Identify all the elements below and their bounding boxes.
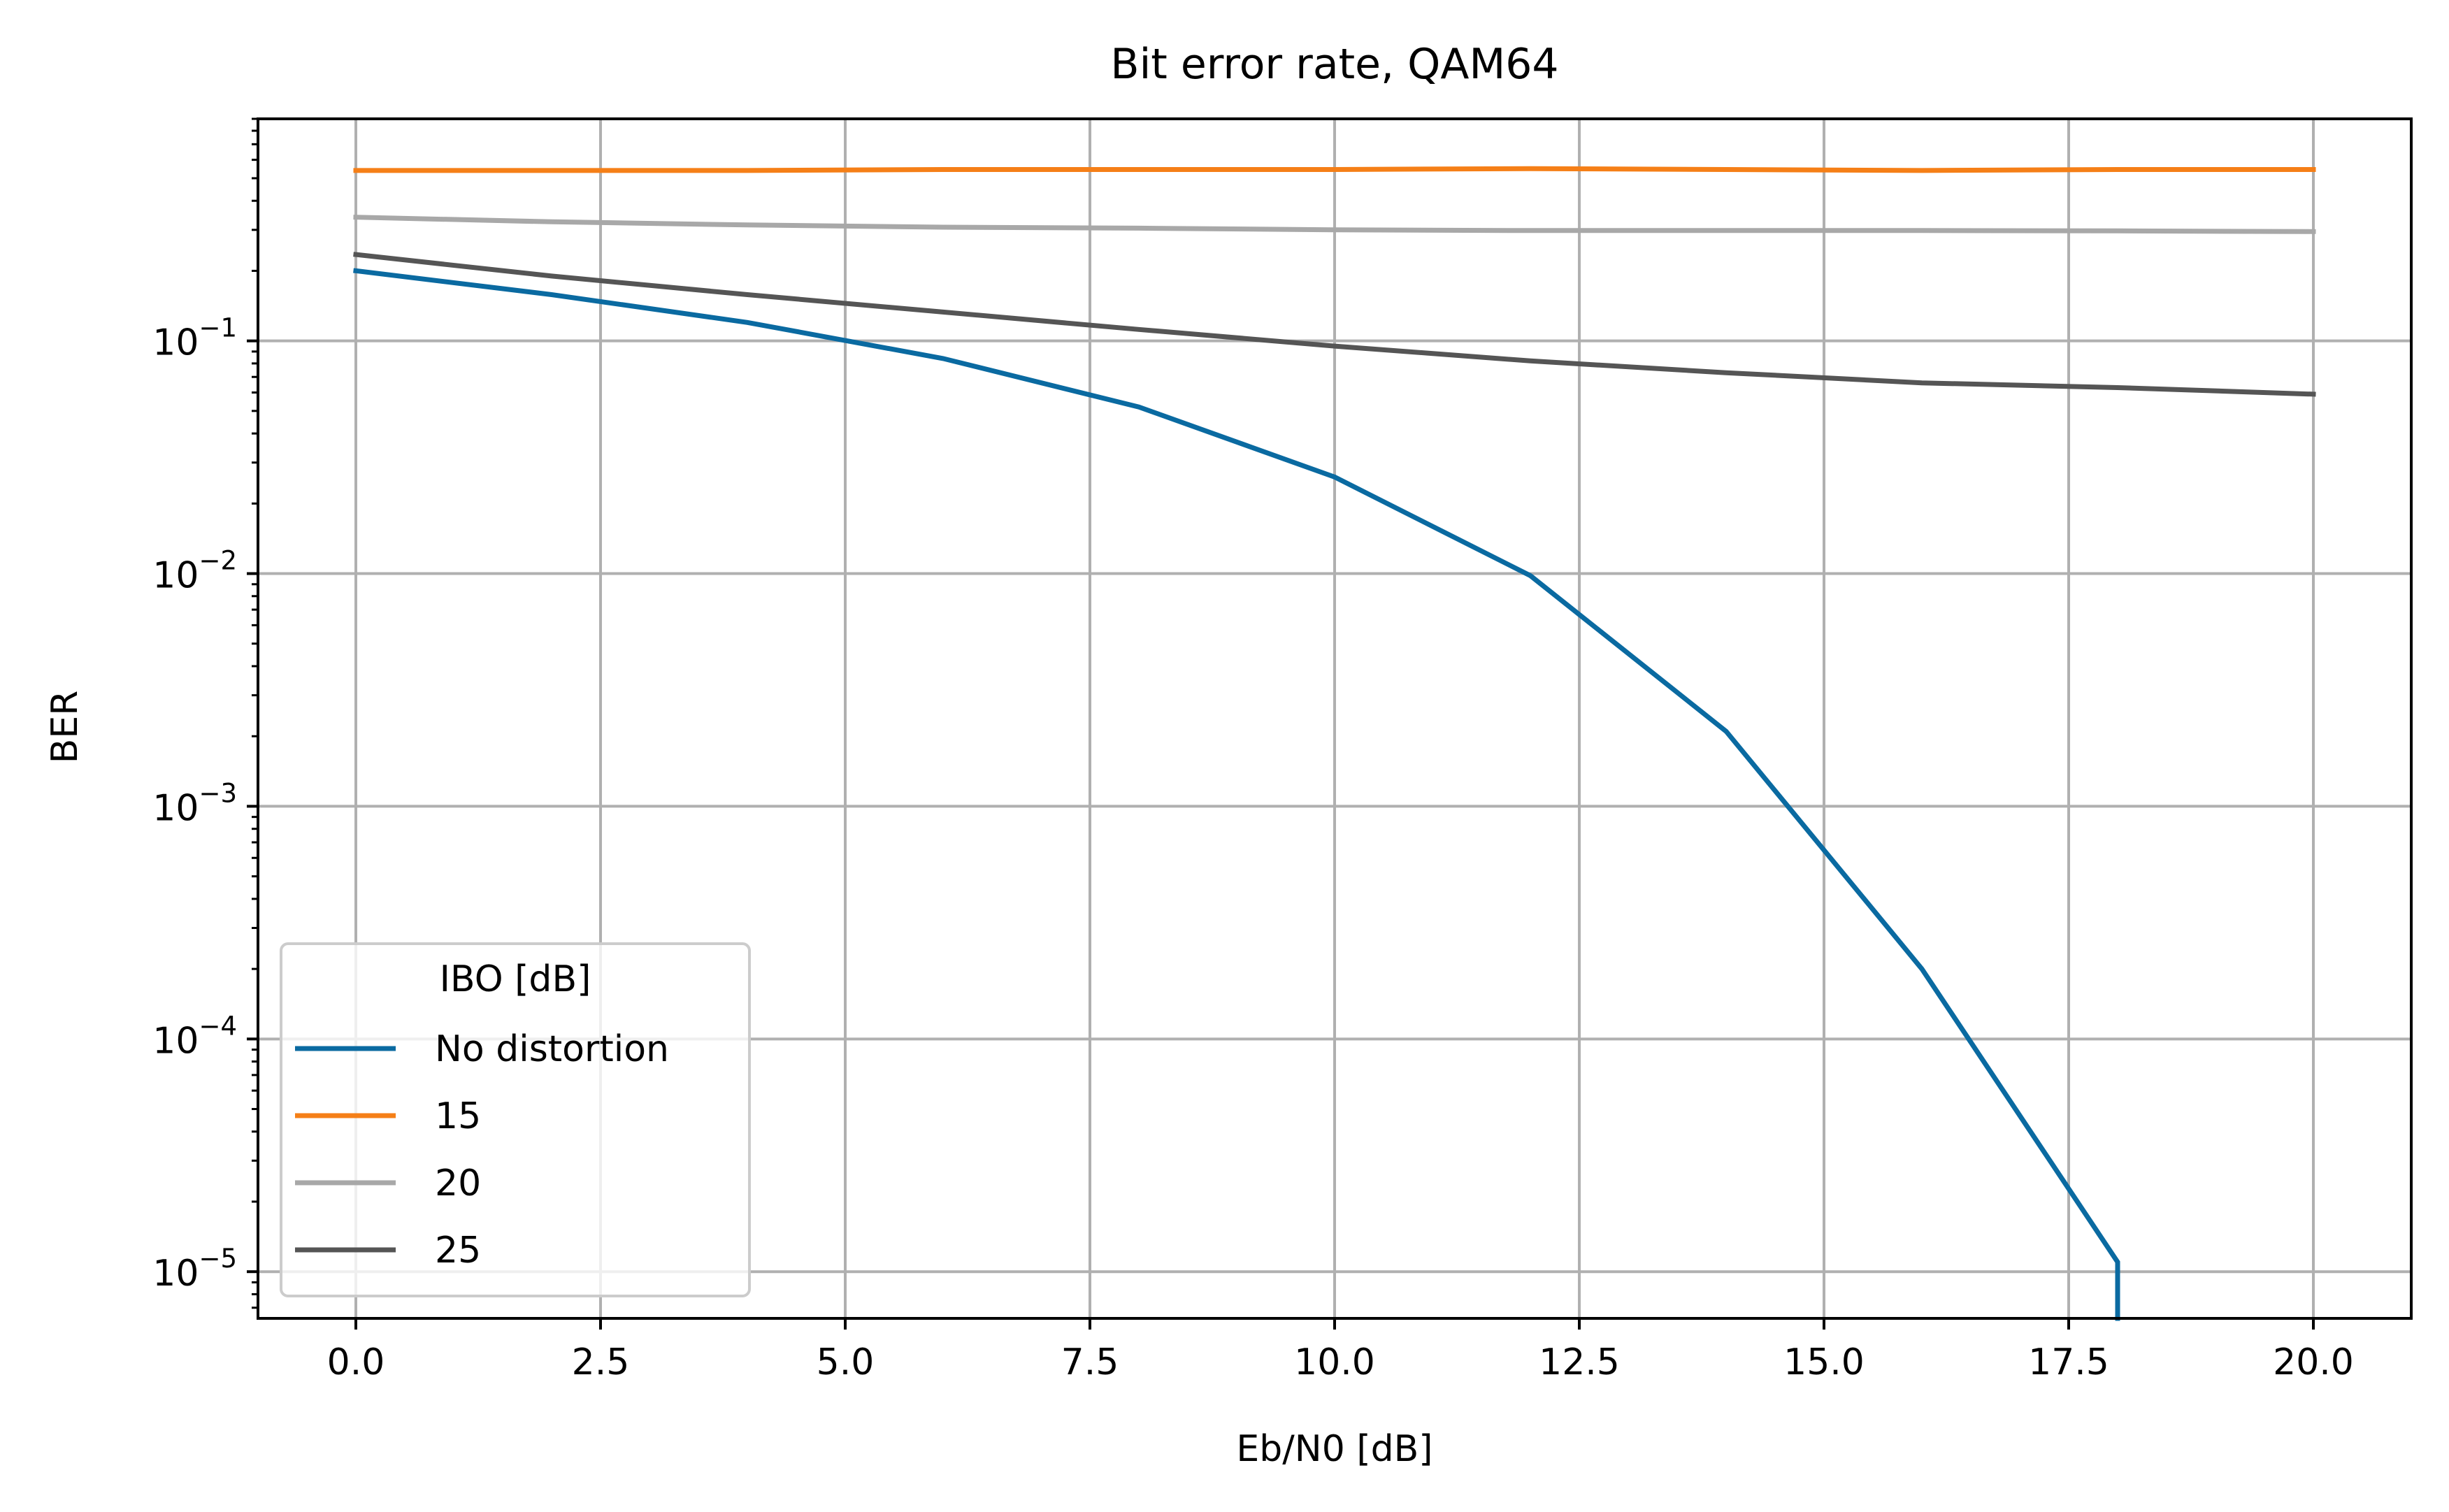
y-axis-label: BER <box>44 691 86 764</box>
legend-items: No distortion 15 20 25 <box>295 1028 669 1272</box>
legend-label: 15 <box>435 1095 481 1137</box>
x-axis-label: Eb/N0 [dB] <box>1236 1428 1432 1470</box>
x-tick-label: 20.0 <box>2273 1341 2354 1383</box>
x-tick-label: 7.5 <box>1061 1341 1119 1383</box>
legend: IBO [dB] No distortion 15 20 25 <box>280 942 751 1297</box>
legend-label: No distortion <box>435 1028 669 1070</box>
x-tick-label: 10.0 <box>1294 1341 1375 1383</box>
series-line-15 <box>353 166 2316 173</box>
series-line-25 <box>353 252 2316 397</box>
y-tick-label: 10−4 <box>152 1011 237 1062</box>
legend-label: 25 <box>435 1230 481 1272</box>
y-tick-label: 10−2 <box>152 546 237 597</box>
x-tick-label: 0.0 <box>327 1341 385 1383</box>
y-axis-ticks: 10−5 10−4 10−3 10−2 10−1 <box>152 117 258 1309</box>
y-tick-label: 10−5 <box>152 1244 237 1295</box>
chart-title: Bit error rate, QAM64 <box>1110 40 1558 89</box>
series-line-20 <box>353 215 2316 234</box>
series-lines <box>353 166 2316 1321</box>
legend-frame <box>280 942 751 1297</box>
x-tick-label: 17.5 <box>2028 1341 2109 1383</box>
series-line-no-distortion <box>353 268 2120 1321</box>
legend-label: 20 <box>435 1162 481 1204</box>
y-tick-label: 10−1 <box>152 313 237 364</box>
x-tick-label: 15.0 <box>1783 1341 1865 1383</box>
x-tick-label: 2.5 <box>572 1341 630 1383</box>
grid <box>258 119 2411 1318</box>
y-tick-label: 10−3 <box>152 778 237 829</box>
legend-title: IBO [dB] <box>440 958 591 1000</box>
x-axis-ticks: 0.0 2.5 5.0 7.5 10.0 12.5 15.0 17.5 20.0 <box>327 1318 2354 1383</box>
x-tick-label: 12.5 <box>1539 1341 1620 1383</box>
x-tick-label: 5.0 <box>817 1341 875 1383</box>
